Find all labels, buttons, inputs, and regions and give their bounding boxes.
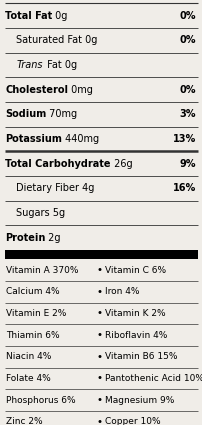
Text: Zinc 2%: Zinc 2% (6, 417, 42, 425)
Text: 440mg: 440mg (62, 134, 99, 144)
Text: Vitamin C 6%: Vitamin C 6% (104, 266, 165, 275)
Text: Sodium: Sodium (5, 109, 46, 119)
Text: Protein: Protein (5, 232, 45, 243)
Text: 2g: 2g (45, 232, 61, 243)
Text: Copper 10%: Copper 10% (104, 417, 159, 425)
Text: Total Carbohydrate: Total Carbohydrate (5, 159, 110, 169)
Text: 13%: 13% (172, 134, 195, 144)
Text: Vitamin B6 15%: Vitamin B6 15% (104, 352, 176, 361)
Text: •: • (96, 330, 102, 340)
Text: Vitamin K 2%: Vitamin K 2% (104, 309, 164, 318)
Text: Cholesterol: Cholesterol (5, 85, 68, 95)
Text: Pantothenic Acid 10%: Pantothenic Acid 10% (104, 374, 202, 383)
Text: Magnesium 9%: Magnesium 9% (104, 396, 173, 405)
Text: Vitamin A 370%: Vitamin A 370% (6, 266, 78, 275)
Text: 16%: 16% (172, 183, 195, 193)
Text: 3%: 3% (179, 109, 195, 119)
Text: Thiamin 6%: Thiamin 6% (6, 331, 59, 340)
Text: 0%: 0% (179, 35, 195, 45)
Text: 0mg: 0mg (68, 85, 93, 95)
Text: •: • (96, 417, 102, 425)
Text: Niacin 4%: Niacin 4% (6, 352, 51, 361)
Text: Calcium 4%: Calcium 4% (6, 287, 59, 296)
Bar (5, 250, 197, 259)
Text: Total Fat: Total Fat (5, 11, 52, 21)
Text: 0g: 0g (52, 11, 67, 21)
Text: 0%: 0% (179, 11, 195, 21)
Text: 9%: 9% (179, 159, 195, 169)
Text: Riboflavin 4%: Riboflavin 4% (104, 331, 166, 340)
Text: Iron 4%: Iron 4% (104, 287, 138, 296)
Text: •: • (96, 287, 102, 297)
Text: 0%: 0% (179, 85, 195, 95)
Text: Dietary Fiber 4g: Dietary Fiber 4g (16, 183, 94, 193)
Text: Fat 0g: Fat 0g (44, 60, 77, 70)
Text: •: • (96, 374, 102, 383)
Text: Phosphorus 6%: Phosphorus 6% (6, 396, 75, 405)
Text: Sugars 5g: Sugars 5g (16, 208, 65, 218)
Text: •: • (96, 265, 102, 275)
Text: Trans: Trans (16, 60, 43, 70)
Text: 70mg: 70mg (46, 109, 77, 119)
Text: Potassium: Potassium (5, 134, 62, 144)
Text: Saturated Fat 0g: Saturated Fat 0g (16, 35, 97, 45)
Text: •: • (96, 352, 102, 362)
Text: Vitamin E 2%: Vitamin E 2% (6, 309, 66, 318)
Text: Folate 4%: Folate 4% (6, 374, 50, 383)
Text: •: • (96, 395, 102, 405)
Text: 26g: 26g (110, 159, 132, 169)
Text: •: • (96, 309, 102, 318)
